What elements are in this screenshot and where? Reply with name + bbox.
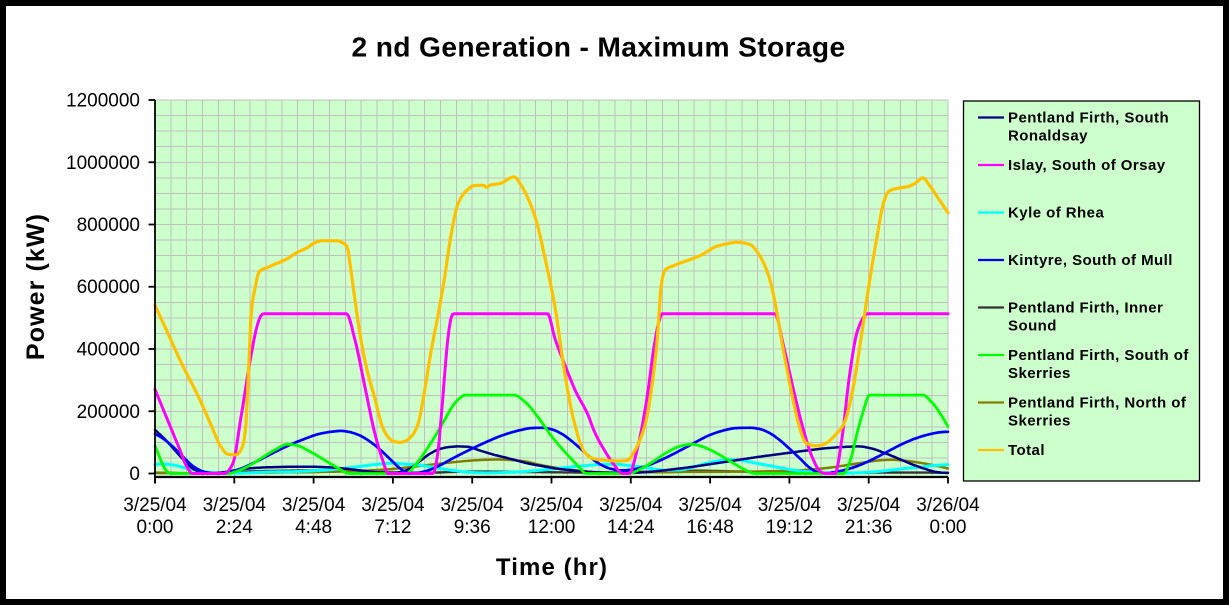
- svg-text:7:12: 7:12: [374, 517, 411, 538]
- svg-text:0:00: 0:00: [137, 517, 174, 538]
- svg-text:Kyle of Rhea: Kyle of Rhea: [1008, 205, 1104, 222]
- svg-text:Pentland Firth, South: Pentland Firth, South: [1008, 110, 1169, 127]
- svg-text:Islay, South of Orsay: Islay, South of Orsay: [1008, 157, 1166, 174]
- svg-text:Pentland Firth, North of: Pentland Firth, North of: [1008, 395, 1187, 412]
- svg-text:1000000: 1000000: [66, 153, 140, 174]
- svg-text:400000: 400000: [77, 340, 140, 361]
- svg-text:2 nd Generation - Maximum Stor: 2 nd Generation - Maximum Storage: [352, 31, 846, 63]
- svg-text:600000: 600000: [77, 277, 140, 298]
- svg-text:3/26/04: 3/26/04: [916, 495, 980, 516]
- svg-text:4:48: 4:48: [295, 517, 332, 538]
- svg-text:Power (kW): Power (kW): [22, 213, 50, 360]
- svg-text:16:48: 16:48: [686, 517, 734, 538]
- svg-text:3/25/04: 3/25/04: [678, 495, 742, 516]
- svg-text:9:36: 9:36: [454, 517, 491, 538]
- svg-text:3/25/04: 3/25/04: [361, 495, 425, 516]
- svg-text:Skerries: Skerries: [1008, 365, 1071, 382]
- svg-text:0:00: 0:00: [930, 517, 967, 538]
- svg-text:Time (hr): Time (hr): [496, 554, 608, 581]
- svg-text:200000: 200000: [77, 402, 140, 423]
- svg-text:3/25/04: 3/25/04: [123, 495, 187, 516]
- svg-text:Pentland Firth, Inner: Pentland Firth, Inner: [1008, 300, 1163, 317]
- svg-text:0: 0: [129, 464, 140, 485]
- svg-text:2:24: 2:24: [216, 517, 253, 538]
- svg-text:3/25/04: 3/25/04: [837, 495, 901, 516]
- svg-text:800000: 800000: [77, 215, 140, 236]
- svg-text:3/25/04: 3/25/04: [599, 495, 663, 516]
- svg-text:Total: Total: [1008, 442, 1045, 459]
- svg-text:Ronaldsay: Ronaldsay: [1008, 128, 1088, 145]
- svg-text:3/25/04: 3/25/04: [203, 495, 267, 516]
- svg-text:3/25/04: 3/25/04: [758, 495, 822, 516]
- svg-text:14:24: 14:24: [607, 517, 655, 538]
- svg-text:12:00: 12:00: [528, 517, 576, 538]
- svg-text:19:12: 19:12: [766, 517, 814, 538]
- svg-text:Kintyre, South of Mull: Kintyre, South of Mull: [1008, 252, 1173, 269]
- svg-text:3/25/04: 3/25/04: [520, 495, 584, 516]
- svg-text:Skerries: Skerries: [1008, 413, 1071, 430]
- svg-text:3/25/04: 3/25/04: [440, 495, 504, 516]
- svg-text:1200000: 1200000: [66, 91, 140, 112]
- svg-text:Pentland Firth, South of: Pentland Firth, South of: [1008, 347, 1189, 364]
- svg-text:Sound: Sound: [1008, 318, 1057, 335]
- svg-text:21:36: 21:36: [845, 517, 893, 538]
- svg-text:3/25/04: 3/25/04: [282, 495, 346, 516]
